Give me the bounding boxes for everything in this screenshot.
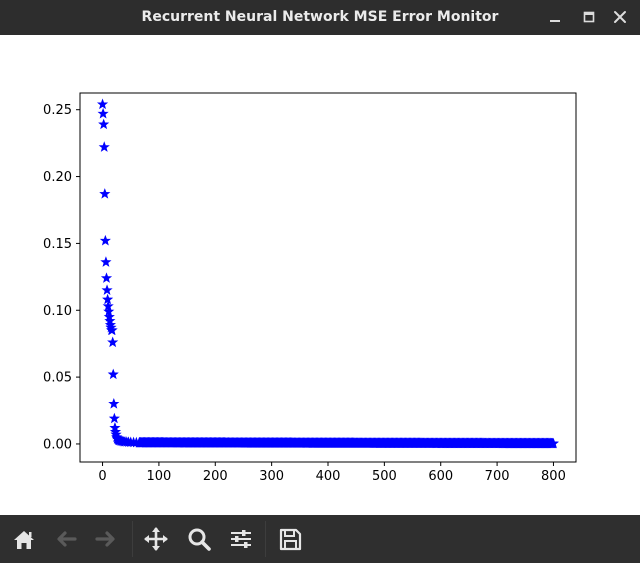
data-point [101,284,113,295]
minimize-button[interactable] [545,7,565,27]
configure-subplots-icon [231,530,251,548]
configure-subplots-button[interactable] [225,523,257,555]
back-button[interactable] [50,523,82,555]
forward-button[interactable] [90,523,122,555]
data-point [100,272,113,283]
window-titlebar[interactable]: Recurrent Neural Network MSE Error Monit… [0,0,640,35]
figure-canvas[interactable]: 0 100 200 300 400 500 600 700 800 0.00 0.05 0.10 0.… [0,35,640,515]
x-axis-ticks: 0 100 200 300 400 500 600 700 800 [98,462,566,484]
x-tick-label: 400 [316,469,341,484]
x-tick-label: 500 [372,469,397,484]
data-point [99,188,111,199]
home-icon [14,531,34,549]
y-tick-label: 0.20 [43,170,72,185]
zoom-button[interactable] [183,523,215,555]
x-tick-label: 800 [541,469,566,484]
data-point [108,397,120,409]
maximize-icon [583,11,595,23]
data-point [108,412,120,424]
pan-button[interactable] [140,523,172,555]
y-axis-ticks: 0.00 0.05 0.10 0.15 0.20 0.25 [43,103,80,452]
data-point [98,141,110,152]
close-button[interactable] [610,7,630,27]
x-tick-label: 0 [98,469,106,484]
toolbar-separator [265,521,266,557]
y-tick-label: 0.15 [43,237,72,252]
data-points [96,98,560,449]
axes-frame [79,92,577,463]
x-tick-label: 600 [428,469,453,484]
data-point [96,98,109,110]
data-point [107,336,119,348]
data-point [97,107,109,119]
y-tick-label: 0.05 [43,371,72,386]
close-icon [614,11,626,23]
toolbar-separator [132,521,133,557]
data-point [107,368,119,380]
forward-arrow-icon [95,531,115,547]
minimize-icon [550,20,560,22]
zoom-magnifier-icon [188,528,211,551]
data-point [102,293,114,305]
data-point [100,256,112,267]
data-point [547,437,560,449]
save-button[interactable] [274,523,306,555]
window-title: Recurrent Neural Network MSE Error Monit… [141,9,499,25]
y-tick-label: 0.25 [43,103,72,118]
home-button[interactable] [8,523,40,555]
y-tick-label: 0.10 [43,304,72,319]
mse-scatter-plot: 0 100 200 300 400 500 600 700 800 0.000.050.100.… [43,92,577,484]
back-arrow-icon [57,531,77,547]
data-point [99,234,111,246]
y-tick-label: 0.00 [43,437,72,452]
maximize-button[interactable] [579,7,599,27]
x-tick-label: 200 [203,469,228,484]
pan-move-icon [144,527,168,551]
x-tick-label: 300 [259,469,284,484]
save-floppy-icon [279,528,302,551]
navigation-toolbar [0,515,640,563]
x-tick-label: 100 [146,469,171,484]
data-point [106,324,118,336]
data-point [98,118,110,130]
x-tick-label: 700 [485,469,510,484]
